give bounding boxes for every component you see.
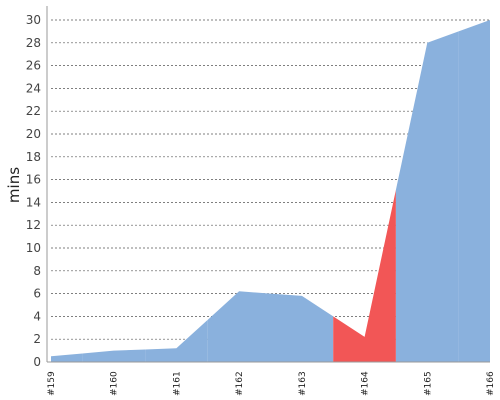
area-segment-162-passed (207, 291, 271, 362)
y-tick-label: 0 (33, 355, 41, 369)
x-tick-label: #161 (172, 371, 182, 396)
x-tick-label: #166 (486, 371, 496, 396)
x-tick-label: #159 (47, 371, 57, 396)
area-segment-164-failed (333, 189, 396, 362)
area-segment-166-passed (458, 20, 490, 362)
area-segment-159-passed (51, 353, 83, 362)
area-segment-165-passed (395, 31, 459, 363)
x-tick-label: #160 (110, 371, 120, 396)
y-tick-label: 12 (26, 218, 41, 232)
y-tick-label: 2 (33, 332, 41, 346)
y-tick-label: 16 (26, 173, 41, 187)
area-segment-160-passed (82, 349, 146, 362)
y-tick-label: 24 (26, 81, 41, 95)
x-tick-label: #164 (361, 371, 371, 396)
y-tick-label: 4 (33, 309, 41, 323)
x-tick-label: #162 (235, 371, 245, 396)
area-segment-161-passed (145, 319, 208, 362)
x-tick-label: #163 (298, 371, 308, 396)
area-segment-163-passed (270, 293, 334, 362)
axes (46, 6, 490, 363)
y-tick-label: 22 (26, 104, 41, 118)
y-tick-label: 20 (26, 127, 41, 141)
y-tick-label: 26 (26, 59, 41, 73)
y-tick-label: 30 (26, 13, 41, 27)
y-tick-label: 10 (26, 241, 41, 255)
area-series (51, 20, 490, 363)
x-tick-labels: #159 #160 #161 #162 #163 #164 #165 #166 (47, 371, 496, 396)
y-tick-label: 18 (26, 150, 41, 164)
y-tick-label: 28 (26, 36, 41, 50)
y-tick-label: 14 (26, 195, 41, 209)
x-tick-label: #165 (423, 371, 433, 396)
y-axis-label: mins (5, 167, 23, 203)
y-tick-label: 8 (33, 264, 41, 278)
y-tick-label: 6 (33, 287, 41, 301)
